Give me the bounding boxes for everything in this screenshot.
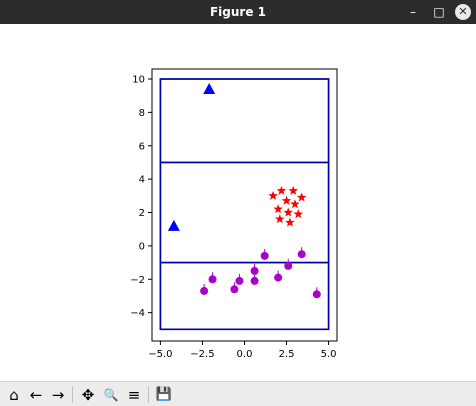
y-tick-label: 8 xyxy=(139,108,145,119)
dot-point xyxy=(260,248,269,260)
toolbar-separator xyxy=(148,386,149,403)
y-tick-label: 10 xyxy=(132,75,145,86)
dot-point xyxy=(250,273,259,285)
triangle-point xyxy=(203,83,216,95)
y-tick-label: 2 xyxy=(139,208,145,219)
star-point xyxy=(268,190,278,200)
star-point xyxy=(296,192,307,202)
partition-rectangle xyxy=(159,78,330,164)
dot-point xyxy=(274,270,283,282)
arrow-left-icon: ← xyxy=(29,386,43,404)
triangle-point xyxy=(167,219,180,231)
navigation-toolbar: ⌂ ← → ✥ 🔍 ≡ 💾 xyxy=(0,381,476,406)
move-icon: ✥ xyxy=(81,386,95,404)
forward-button[interactable]: → xyxy=(48,385,68,405)
scatter-plot: −5.0 −2.5 0.0 2.5 5.0 −4 −2 0 2 4 6 8 10 xyxy=(130,68,338,360)
figure-canvas: −5.0 −2.5 0.0 2.5 5.0 −4 −2 0 2 4 6 8 10 xyxy=(0,24,476,381)
dot-point xyxy=(250,263,259,275)
dot-point xyxy=(230,282,239,294)
star-point xyxy=(276,185,287,195)
x-tick-label: 0.0 xyxy=(237,349,253,360)
minimize-button[interactable]: – xyxy=(410,5,416,19)
dot-point xyxy=(312,287,321,299)
partition-rectangle xyxy=(159,78,330,331)
back-button[interactable]: ← xyxy=(26,385,46,405)
dot-point xyxy=(208,272,217,284)
x-tick-label: −2.5 xyxy=(190,349,214,360)
x-tick-label: 5.0 xyxy=(321,349,337,360)
magnifier-icon: 🔍 xyxy=(103,388,119,402)
axes-frame xyxy=(151,68,338,342)
configure-subplots-button[interactable]: ≡ xyxy=(124,385,144,405)
arrow-right-icon: → xyxy=(51,386,65,404)
dot-point xyxy=(200,283,209,295)
home-button[interactable]: ⌂ xyxy=(4,385,24,405)
star-point xyxy=(273,204,283,214)
dot-point xyxy=(284,258,293,270)
zoom-button[interactable]: 🔍 xyxy=(101,385,121,405)
window-title: Figure 1 xyxy=(209,5,267,19)
home-icon: ⌂ xyxy=(9,386,19,404)
partition-rectangle xyxy=(159,261,330,331)
x-tick-label: 2.5 xyxy=(279,349,295,360)
y-tick-label: −4 xyxy=(130,308,145,319)
star-point xyxy=(285,217,295,227)
y-tick-label: 6 xyxy=(139,141,145,152)
window-titlebar: Figure 1 – □ ✕ xyxy=(0,0,476,24)
star-point xyxy=(293,209,304,219)
toolbar-separator xyxy=(72,386,73,403)
y-tick-label: 4 xyxy=(139,175,145,186)
star-point xyxy=(290,199,300,209)
partition-rectangle xyxy=(159,161,330,264)
maximize-button[interactable]: □ xyxy=(433,5,445,19)
save-button[interactable]: 💾 xyxy=(154,385,174,405)
star-point xyxy=(283,207,293,217)
close-button[interactable]: ✕ xyxy=(455,4,471,20)
sliders-icon: ≡ xyxy=(127,386,141,404)
y-tick-label: 0 xyxy=(139,241,145,252)
dot-point xyxy=(297,247,306,259)
star-point xyxy=(275,214,285,224)
floppy-disk-icon: 💾 xyxy=(155,387,173,402)
dot-point xyxy=(235,273,244,285)
pan-button[interactable]: ✥ xyxy=(78,385,98,405)
y-tick-label: −2 xyxy=(130,275,145,286)
x-tick-label: −5.0 xyxy=(148,349,172,360)
star-point xyxy=(281,195,292,205)
star-point xyxy=(288,185,299,195)
